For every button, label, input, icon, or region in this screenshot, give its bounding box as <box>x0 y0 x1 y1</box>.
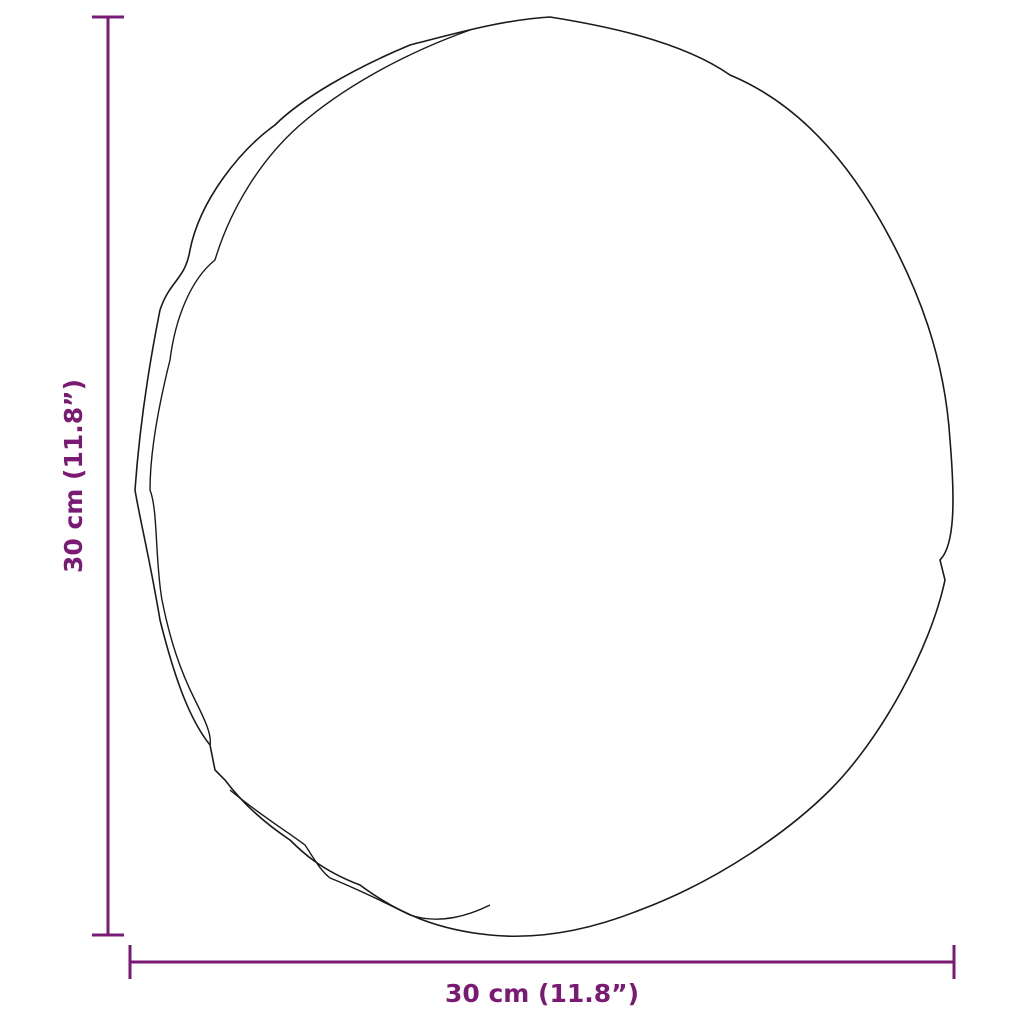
mirror-inner-edge <box>149 29 471 746</box>
width-dimension-line <box>128 945 956 979</box>
mirror-outline <box>134 16 954 938</box>
mirror-inner-edge-bottom <box>229 789 491 920</box>
height-label: 30 cm (11.8”) <box>59 379 88 573</box>
height-dimension-line <box>92 15 124 937</box>
width-label: 30 cm (11.8”) <box>445 979 639 1008</box>
